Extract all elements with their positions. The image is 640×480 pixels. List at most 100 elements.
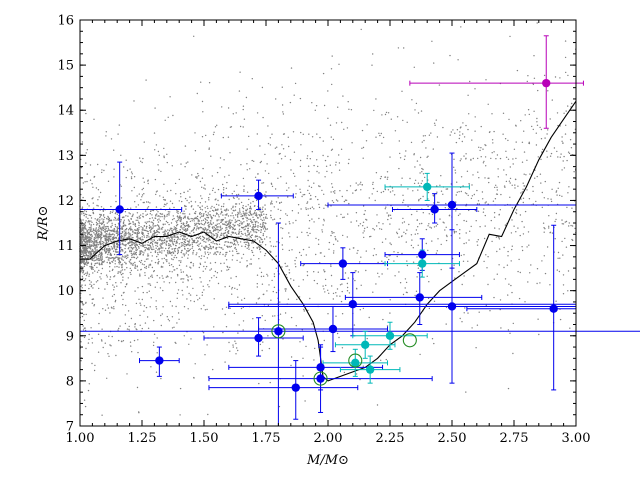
- background-point: [80, 228, 82, 230]
- background-point: [176, 273, 179, 276]
- background-point: [528, 141, 530, 143]
- background-point: [361, 147, 363, 149]
- background-point: [330, 191, 332, 193]
- background-point: [327, 117, 329, 120]
- background-point: [329, 164, 331, 166]
- background-point: [184, 239, 186, 241]
- background-point: [189, 266, 191, 268]
- background-point: [324, 204, 327, 206]
- background-point: [319, 136, 321, 139]
- background-point: [106, 281, 108, 284]
- background-point: [455, 210, 457, 212]
- background-point: [204, 223, 206, 225]
- background-point: [511, 207, 513, 209]
- background-point: [233, 312, 235, 315]
- background-point: [204, 184, 206, 186]
- background-point: [169, 244, 172, 246]
- background-point: [184, 145, 187, 147]
- background-point: [262, 222, 264, 224]
- background-point: [372, 187, 375, 190]
- background-point: [396, 231, 398, 233]
- background-point: [109, 211, 112, 213]
- background-point: [92, 202, 95, 204]
- background-point: [537, 318, 539, 320]
- background-point: [80, 266, 83, 268]
- background-point: [313, 359, 315, 361]
- background-point: [427, 205, 429, 208]
- background-point: [446, 235, 448, 238]
- background-point: [114, 260, 117, 262]
- background-point: [155, 206, 158, 208]
- background-point: [456, 191, 458, 193]
- background-point: [110, 246, 113, 248]
- background-point: [173, 326, 175, 328]
- background-point: [104, 228, 106, 231]
- background-point: [364, 210, 366, 212]
- background-point: [267, 125, 269, 127]
- background-point: [498, 238, 501, 240]
- background-point: [150, 241, 152, 244]
- background-point: [331, 285, 333, 287]
- background-point: [533, 110, 535, 113]
- background-point: [181, 231, 183, 233]
- background-point: [571, 102, 573, 105]
- background-point: [415, 229, 418, 231]
- background-point: [129, 245, 131, 247]
- background-point: [252, 223, 254, 226]
- background-point: [97, 333, 100, 335]
- background-point: [455, 141, 458, 144]
- background-point: [158, 247, 160, 250]
- background-point: [136, 233, 138, 236]
- background-point: [234, 340, 236, 342]
- background-point: [379, 177, 382, 180]
- background-point: [114, 266, 116, 268]
- background-point: [112, 236, 114, 239]
- background-point: [256, 112, 259, 114]
- background-point: [216, 219, 218, 221]
- background-point: [184, 215, 186, 217]
- background-point: [381, 241, 384, 243]
- background-point: [389, 312, 391, 314]
- background-point: [81, 234, 83, 237]
- background-point: [507, 250, 509, 253]
- background-point: [97, 238, 99, 240]
- background-point: [95, 249, 97, 251]
- background-point: [163, 156, 165, 159]
- background-point: [354, 189, 357, 192]
- background-point: [498, 228, 500, 230]
- background-point: [207, 216, 210, 219]
- background-point: [477, 210, 480, 212]
- background-point: [81, 206, 84, 208]
- background-point: [389, 214, 392, 216]
- background-point: [83, 239, 85, 241]
- background-point: [177, 219, 180, 221]
- background-point: [550, 200, 553, 203]
- background-point: [375, 172, 378, 174]
- background-point: [97, 280, 99, 282]
- background-point: [261, 226, 264, 228]
- background-point: [442, 126, 444, 129]
- background-point: [261, 349, 263, 352]
- background-point: [231, 250, 234, 252]
- background-point: [234, 221, 236, 224]
- background-point: [273, 273, 276, 275]
- background-point: [262, 341, 264, 343]
- background-point: [224, 229, 227, 232]
- background-point: [233, 210, 235, 212]
- background-point: [230, 208, 233, 210]
- background-point: [138, 215, 140, 217]
- background-point: [534, 177, 536, 179]
- background-point: [233, 190, 235, 192]
- background-point: [180, 226, 182, 228]
- background-point: [234, 246, 236, 249]
- background-point: [165, 220, 168, 223]
- background-point: [236, 252, 238, 255]
- background-point: [567, 290, 569, 292]
- background-point: [137, 246, 140, 248]
- background-point: [120, 237, 122, 239]
- background-point: [122, 259, 124, 261]
- background-point: [134, 229, 136, 232]
- background-point: [522, 188, 524, 190]
- background-point: [89, 164, 92, 166]
- background-point: [113, 306, 115, 308]
